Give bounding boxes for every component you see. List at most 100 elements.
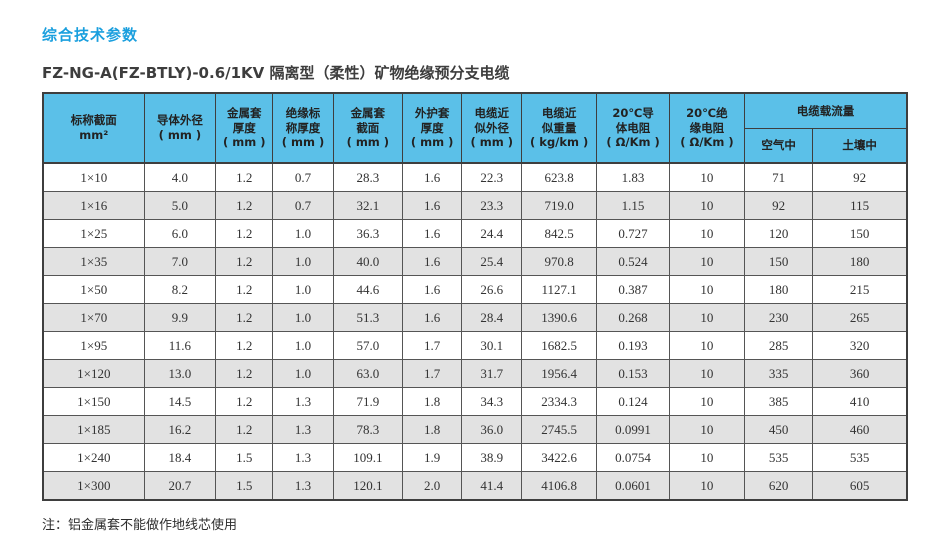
table-cell: 120 (743, 219, 814, 248)
table-cell: 1.0 (272, 219, 334, 248)
table-cell: 0.0991 (596, 415, 670, 444)
table-cell: 285 (743, 331, 814, 360)
table-cell: 1.7 (401, 331, 463, 360)
table-cell: 180 (743, 275, 814, 304)
table-cell: 5.0 (143, 191, 217, 220)
table-cell: 1.6 (401, 303, 463, 332)
table-cell: 1.0 (272, 275, 334, 304)
table-row: 1×70 9.9 1.2 1.0 51.3 1.6 28.4 1390.6 0.… (42, 303, 908, 332)
table-row: 1×300 20.7 1.5 1.3 120.1 2.0 41.4 4106.8… (42, 471, 908, 501)
table-cell: 1.0 (272, 331, 334, 360)
table-cell: 92 (743, 191, 814, 220)
table-cell: 109.1 (332, 443, 403, 472)
table-cell: 605 (812, 471, 908, 501)
table-cell: 1.3 (272, 387, 334, 416)
table-cell: 10 (668, 331, 745, 360)
table-cell: 0.268 (596, 303, 670, 332)
table-cell: 1.3 (272, 415, 334, 444)
table-cell: 1956.4 (521, 359, 598, 388)
table-cell: 0.727 (596, 219, 670, 248)
table-cell: 1×185 (42, 415, 145, 444)
header-ampacity-air: 空气中 (743, 128, 814, 164)
table-cell: 2745.5 (521, 415, 598, 444)
table-cell: 0.387 (596, 275, 670, 304)
table-row: 1×150 14.5 1.2 1.3 71.9 1.8 34.3 2334.3 … (42, 387, 908, 416)
table-cell: 1.2 (215, 275, 274, 304)
table-cell: 26.6 (461, 275, 523, 304)
table-cell: 38.9 (461, 443, 523, 472)
table-cell: 41.4 (461, 471, 523, 501)
table-cell: 28.4 (461, 303, 523, 332)
table-cell: 20.7 (143, 471, 217, 501)
table-cell: 25.4 (461, 247, 523, 276)
table-cell: 1×120 (42, 359, 145, 388)
header-conductor-resistance: 20℃导 体电阻 ( Ω/Km ) (596, 92, 670, 164)
table-cell: 10 (668, 219, 745, 248)
table-cell: 34.3 (461, 387, 523, 416)
table-cell: 0.0754 (596, 443, 670, 472)
table-cell: 1.9 (401, 443, 463, 472)
table-cell: 44.6 (332, 275, 403, 304)
header-ampacity-group: 电缆载流量 (743, 92, 908, 129)
table-cell: 1.83 (596, 162, 670, 192)
table-cell: 1.0 (272, 359, 334, 388)
table-cell: 1.15 (596, 191, 670, 220)
table-cell: 32.1 (332, 191, 403, 220)
table-cell: 0.7 (272, 162, 334, 192)
table-cell: 1.3 (272, 471, 334, 501)
table-cell: 36.0 (461, 415, 523, 444)
spec-table-header: 标称截面 mm² 导体外径 ( mm ) 金属套 厚度 ( mm ) 绝缘标 称… (42, 92, 908, 164)
header-insulation-resistance: 20℃绝 缘电阻 ( Ω/Km ) (668, 92, 745, 164)
table-cell: 10 (668, 191, 745, 220)
table-cell: 57.0 (332, 331, 403, 360)
table-cell: 1.0 (272, 247, 334, 276)
table-row: 1×185 16.2 1.2 1.3 78.3 1.8 36.0 2745.5 … (42, 415, 908, 444)
table-cell: 215 (812, 275, 908, 304)
table-cell: 1.6 (401, 247, 463, 276)
table-cell: 10 (668, 162, 745, 192)
table-cell: 78.3 (332, 415, 403, 444)
table-cell: 10 (668, 359, 745, 388)
table-cell: 71 (743, 162, 814, 192)
table-cell: 335 (743, 359, 814, 388)
table-cell: 1.3 (272, 443, 334, 472)
product-model-subtitle: FZ-NG-A(FZ-BTLY)-0.6/1KV 隔离型（柔性）矿物绝缘预分支电… (42, 64, 510, 82)
header-nominal-section: 标称截面 mm² (42, 92, 145, 164)
table-cell: 1.5 (215, 471, 274, 501)
table-cell: 1×25 (42, 219, 145, 248)
table-row: 1×50 8.2 1.2 1.0 44.6 1.6 26.6 1127.1 0.… (42, 275, 908, 304)
table-cell: 535 (743, 443, 814, 472)
page-title: 综合技术参数 (42, 26, 139, 44)
table-cell: 1.8 (401, 415, 463, 444)
table-cell: 51.3 (332, 303, 403, 332)
table-row: 1×120 13.0 1.2 1.0 63.0 1.7 31.7 1956.4 … (42, 359, 908, 388)
table-cell: 0.0601 (596, 471, 670, 501)
table-cell: 1.6 (401, 191, 463, 220)
header-outer-sheath-thickness: 外护套 厚度 ( mm ) (401, 92, 463, 164)
table-cell: 11.6 (143, 331, 217, 360)
table-cell: 120.1 (332, 471, 403, 501)
table-cell: 1.5 (215, 443, 274, 472)
table-cell: 1.2 (215, 359, 274, 388)
table-cell: 40.0 (332, 247, 403, 276)
spec-table-body: 1×10 4.0 1.2 0.7 28.3 1.6 22.3 623.8 1.8… (42, 162, 908, 501)
table-cell: 10 (668, 303, 745, 332)
table-cell: 1.7 (401, 359, 463, 388)
table-cell: 842.5 (521, 219, 598, 248)
table-cell: 10 (668, 247, 745, 276)
table-cell: 150 (812, 219, 908, 248)
table-cell: 16.2 (143, 415, 217, 444)
table-cell: 31.7 (461, 359, 523, 388)
table-cell: 6.0 (143, 219, 217, 248)
table-row: 1×10 4.0 1.2 0.7 28.3 1.6 22.3 623.8 1.8… (42, 162, 908, 192)
table-cell: 1.2 (215, 387, 274, 416)
table-row: 1×35 7.0 1.2 1.0 40.0 1.6 25.4 970.8 0.5… (42, 247, 908, 276)
table-cell: 1×10 (42, 162, 145, 192)
table-cell: 30.1 (461, 331, 523, 360)
table-cell: 1.2 (215, 219, 274, 248)
table-cell: 10 (668, 471, 745, 501)
table-cell: 36.3 (332, 219, 403, 248)
table-cell: 320 (812, 331, 908, 360)
table-cell: 265 (812, 303, 908, 332)
table-cell: 1.6 (401, 275, 463, 304)
